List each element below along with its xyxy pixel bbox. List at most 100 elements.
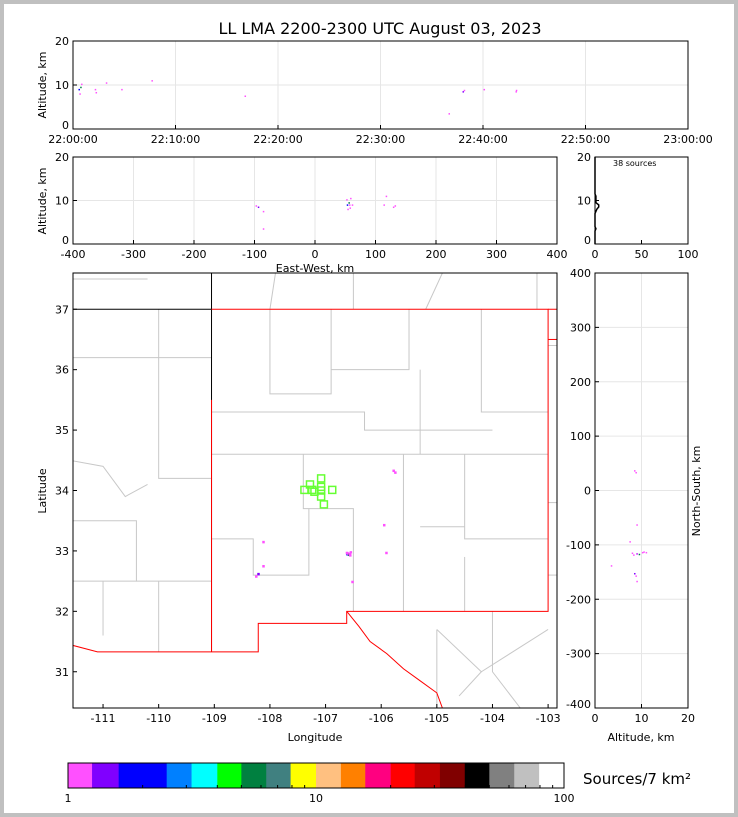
x-tick-label: -111 [91,712,116,725]
x-tick-label: 0 [592,712,599,725]
station-marker [307,485,317,495]
source-point [262,540,265,544]
source-point [94,88,97,91]
colorbar-tick-label: 100 [554,792,575,805]
colorbar-tick-label: 10 [309,792,323,805]
y-tick-label: 300 [570,321,591,334]
source-point [641,551,644,554]
source-point [638,553,641,556]
source-point [629,541,631,543]
source-point [349,554,352,557]
source-point [262,210,265,213]
y-tick-label: 10 [577,195,591,208]
station-marker [300,485,309,495]
source-point [385,551,388,555]
source-point [462,91,465,93]
source-point [636,580,638,583]
y-tick-label: 10 [55,195,69,208]
source-point [635,471,637,474]
y-axis-label: Latitude [36,468,49,514]
source-point [636,553,638,555]
colorbar-segment [539,763,565,788]
county-boundary [458,671,482,697]
county-boundary [269,309,332,395]
source-point [631,552,634,555]
source-point [95,91,98,94]
colorbar-segment [266,763,291,788]
source-point [348,202,350,204]
county-boundary [269,273,276,310]
source-point [349,551,353,554]
x-tick-label: 20 [681,712,695,725]
y-tick-label: 35 [55,424,69,437]
x-tick-label: 100 [365,248,386,261]
colorbar-tick-label: 1 [65,792,72,805]
source-point [382,523,386,527]
y-tick-label: 33 [55,545,69,558]
source-point [392,206,395,209]
county-boundary [491,611,521,708]
y-tick-label: 0 [62,234,69,247]
source-count-label: 38 sources [613,159,656,168]
x-tick-label: -400 [61,248,86,261]
source-point [483,88,486,91]
source-point [448,113,451,115]
y-tick-label: -200 [566,593,591,606]
source-point [346,199,348,201]
colorbar-segment [217,763,242,788]
chart-title: LL LMA 2200-2300 UTC August 03, 2023 [218,19,541,38]
x-tick-label: 100 [678,248,699,261]
y-tick-label: 20 [55,35,69,48]
county-boundary [73,520,212,582]
source-point [610,565,613,567]
x-tick-label: 0 [592,248,599,261]
colorbar-segment [241,763,267,788]
colorbar-segment [390,763,415,788]
source-point [262,228,265,230]
county-boundary [211,411,493,431]
x-tick-label: 22:10:00 [151,133,200,146]
map-layers [73,273,557,708]
y-tick-label: 20 [577,151,591,164]
colorbar-segment [489,763,515,788]
source-point [350,197,352,200]
y-tick-label: 37 [55,303,69,316]
x-tick-label: -106 [369,712,394,725]
y-tick-label: 0 [584,485,591,498]
colorbar-label: Sources/7 km² [583,770,691,788]
y-tick-label: 0 [584,234,591,247]
y-tick-label: 34 [55,485,69,498]
source-point [634,572,636,575]
source-point [635,575,637,577]
source-point [351,204,354,206]
ew-height-panel: -400 -300 -200 -100 0 100 200 300 400 0 10 20 Altitu… [36,151,568,275]
county-boundary [464,454,549,540]
source-point [257,206,260,209]
source-point [244,95,247,97]
x-tick-label: -109 [202,712,227,725]
county-boundary [73,460,148,498]
source-point [394,205,397,207]
colorbar-segment [365,763,391,788]
x-tick-label: -200 [182,248,207,261]
x-tick-label: 22:30:00 [356,133,405,146]
y-axis-label: Altitude, km [36,167,49,234]
colorbar-segment [166,763,192,788]
source-point [255,205,258,207]
source-point [79,93,81,95]
x-tick-label: 22:20:00 [253,133,302,146]
x-tick-label: 400 [547,248,568,261]
y-tick-label: 31 [55,666,69,679]
x-tick-label: 200 [426,248,447,261]
y-tick-label: -400 [566,698,591,711]
source-point [121,88,123,91]
colorbar-segment [290,763,317,788]
source-point [262,565,265,568]
y-tick-label: -100 [566,539,591,552]
county-boundary [480,309,549,413]
x-tick-label: -103 [536,712,561,725]
x-tick-label: 22:50:00 [561,133,610,146]
source-point [105,82,108,84]
source-point [383,204,385,206]
